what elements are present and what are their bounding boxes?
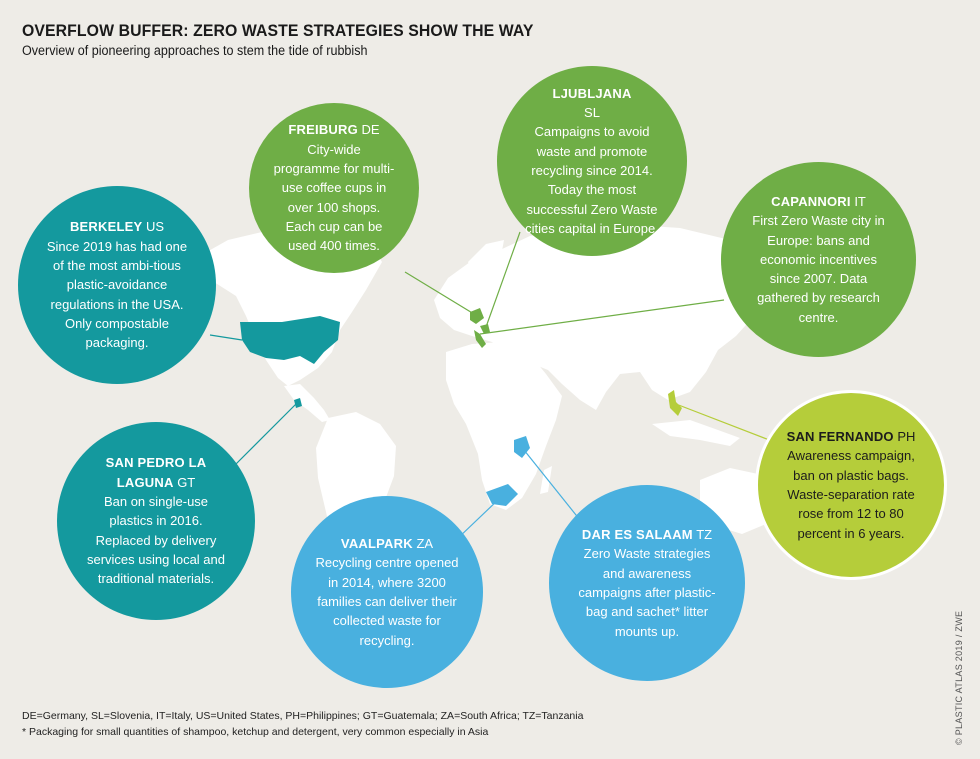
city-name: LJUBLJANA	[552, 85, 632, 101]
city-name: SAN PEDRO LA LAGUNA	[105, 455, 207, 490]
city-name: SAN FERNANDO	[786, 429, 894, 445]
scandinavia-landmass	[468, 240, 504, 284]
japan-landmass	[712, 312, 724, 346]
country-code: SL	[584, 105, 600, 121]
bubble-san-fernando: SAN FERNANDO PH Awareness campaign, ban …	[755, 390, 947, 580]
footnote-asterisk: * Packaging for small quantities of sham…	[22, 726, 489, 738]
indonesia-landmass	[652, 420, 740, 446]
country-code: GT	[177, 474, 196, 490]
country-code: ZA	[416, 536, 434, 552]
africa-landmass	[446, 342, 562, 510]
connector-freiburg	[404, 271, 475, 315]
city-description: Awareness campaign, ban on plastic bags.…	[787, 448, 915, 541]
city-description: Since 2019 has had one of the most ambi-…	[46, 238, 188, 351]
philippines-highlight	[668, 390, 682, 416]
guatemala-highlight	[294, 398, 302, 408]
bubble-dar-es-salaam: DAR ES SALAAM TZ Zero Waste strategies a…	[549, 485, 745, 681]
city-name: VAALPARK	[340, 536, 413, 552]
city-description: Zero Waste strategies and awareness camp…	[578, 546, 716, 639]
bubble-vaalpark: VAALPARK ZA Recycling centre opened in 2…	[291, 496, 483, 688]
bubble-freiburg: FREIBURG DE City-wide programme for mult…	[249, 103, 419, 273]
italy-highlight	[474, 330, 486, 348]
connector-berkeley	[209, 334, 243, 341]
connector-ljubljana	[485, 231, 521, 328]
madagascar-landmass	[540, 466, 552, 494]
bubble-berkeley: BERKELEY US Since 2019 has had one of th…	[18, 186, 216, 384]
usa-highlight	[240, 316, 340, 364]
connector-capannori	[479, 299, 725, 335]
connector-dar-es-salaam	[523, 449, 581, 521]
city-description: First Zero Waste city in Europe: bans an…	[752, 213, 885, 325]
city-description: Ban on single-use plastics in 2016. Repl…	[86, 494, 226, 587]
bubble-san-pedro: SAN PEDRO LA LAGUNA GT Ban on single-use…	[57, 422, 255, 620]
city-name: DAR ES SALAAM	[581, 527, 693, 543]
city-description: Campaigns to avoid waste and promote rec…	[525, 124, 659, 236]
country-code: IT	[854, 193, 866, 209]
country-code: US	[145, 219, 165, 235]
germany-highlight	[470, 308, 484, 324]
country-code: TZ	[696, 527, 713, 543]
uk-landmass	[448, 276, 462, 300]
south-africa-highlight	[486, 484, 518, 506]
city-description: Recycling centre opened in 2014, where 3…	[315, 555, 459, 648]
page-title: OVERFLOW BUFFER: ZERO WASTE STRATEGIES S…	[22, 21, 534, 40]
page-subtitle: Overview of pioneering approaches to ste…	[22, 43, 368, 58]
copyright-credit: © PLASTIC ATLAS 2019 / ZWE	[954, 610, 964, 745]
city-name: BERKELEY	[69, 219, 143, 235]
bubble-ljubljana: LJUBLJANA SL Campaigns to avoid waste an…	[497, 66, 687, 256]
central-america-landmass	[284, 384, 330, 422]
eurasia-landmass	[434, 224, 790, 410]
footnote-abbreviations: DE=Germany, SL=Slovenia, IT=Italy, US=Un…	[22, 710, 584, 722]
bubble-capannori: CAPANNORI IT First Zero Waste city in Eu…	[721, 162, 916, 357]
country-code: PH	[897, 429, 916, 445]
city-name: CAPANNORI	[771, 193, 851, 209]
connector-san-pedro	[231, 401, 299, 469]
city-description: City-wide programme for multi-use coffee…	[273, 141, 395, 254]
country-code: DE	[361, 122, 380, 138]
slovenia-highlight	[480, 324, 490, 334]
city-name: FREIBURG	[288, 122, 358, 138]
